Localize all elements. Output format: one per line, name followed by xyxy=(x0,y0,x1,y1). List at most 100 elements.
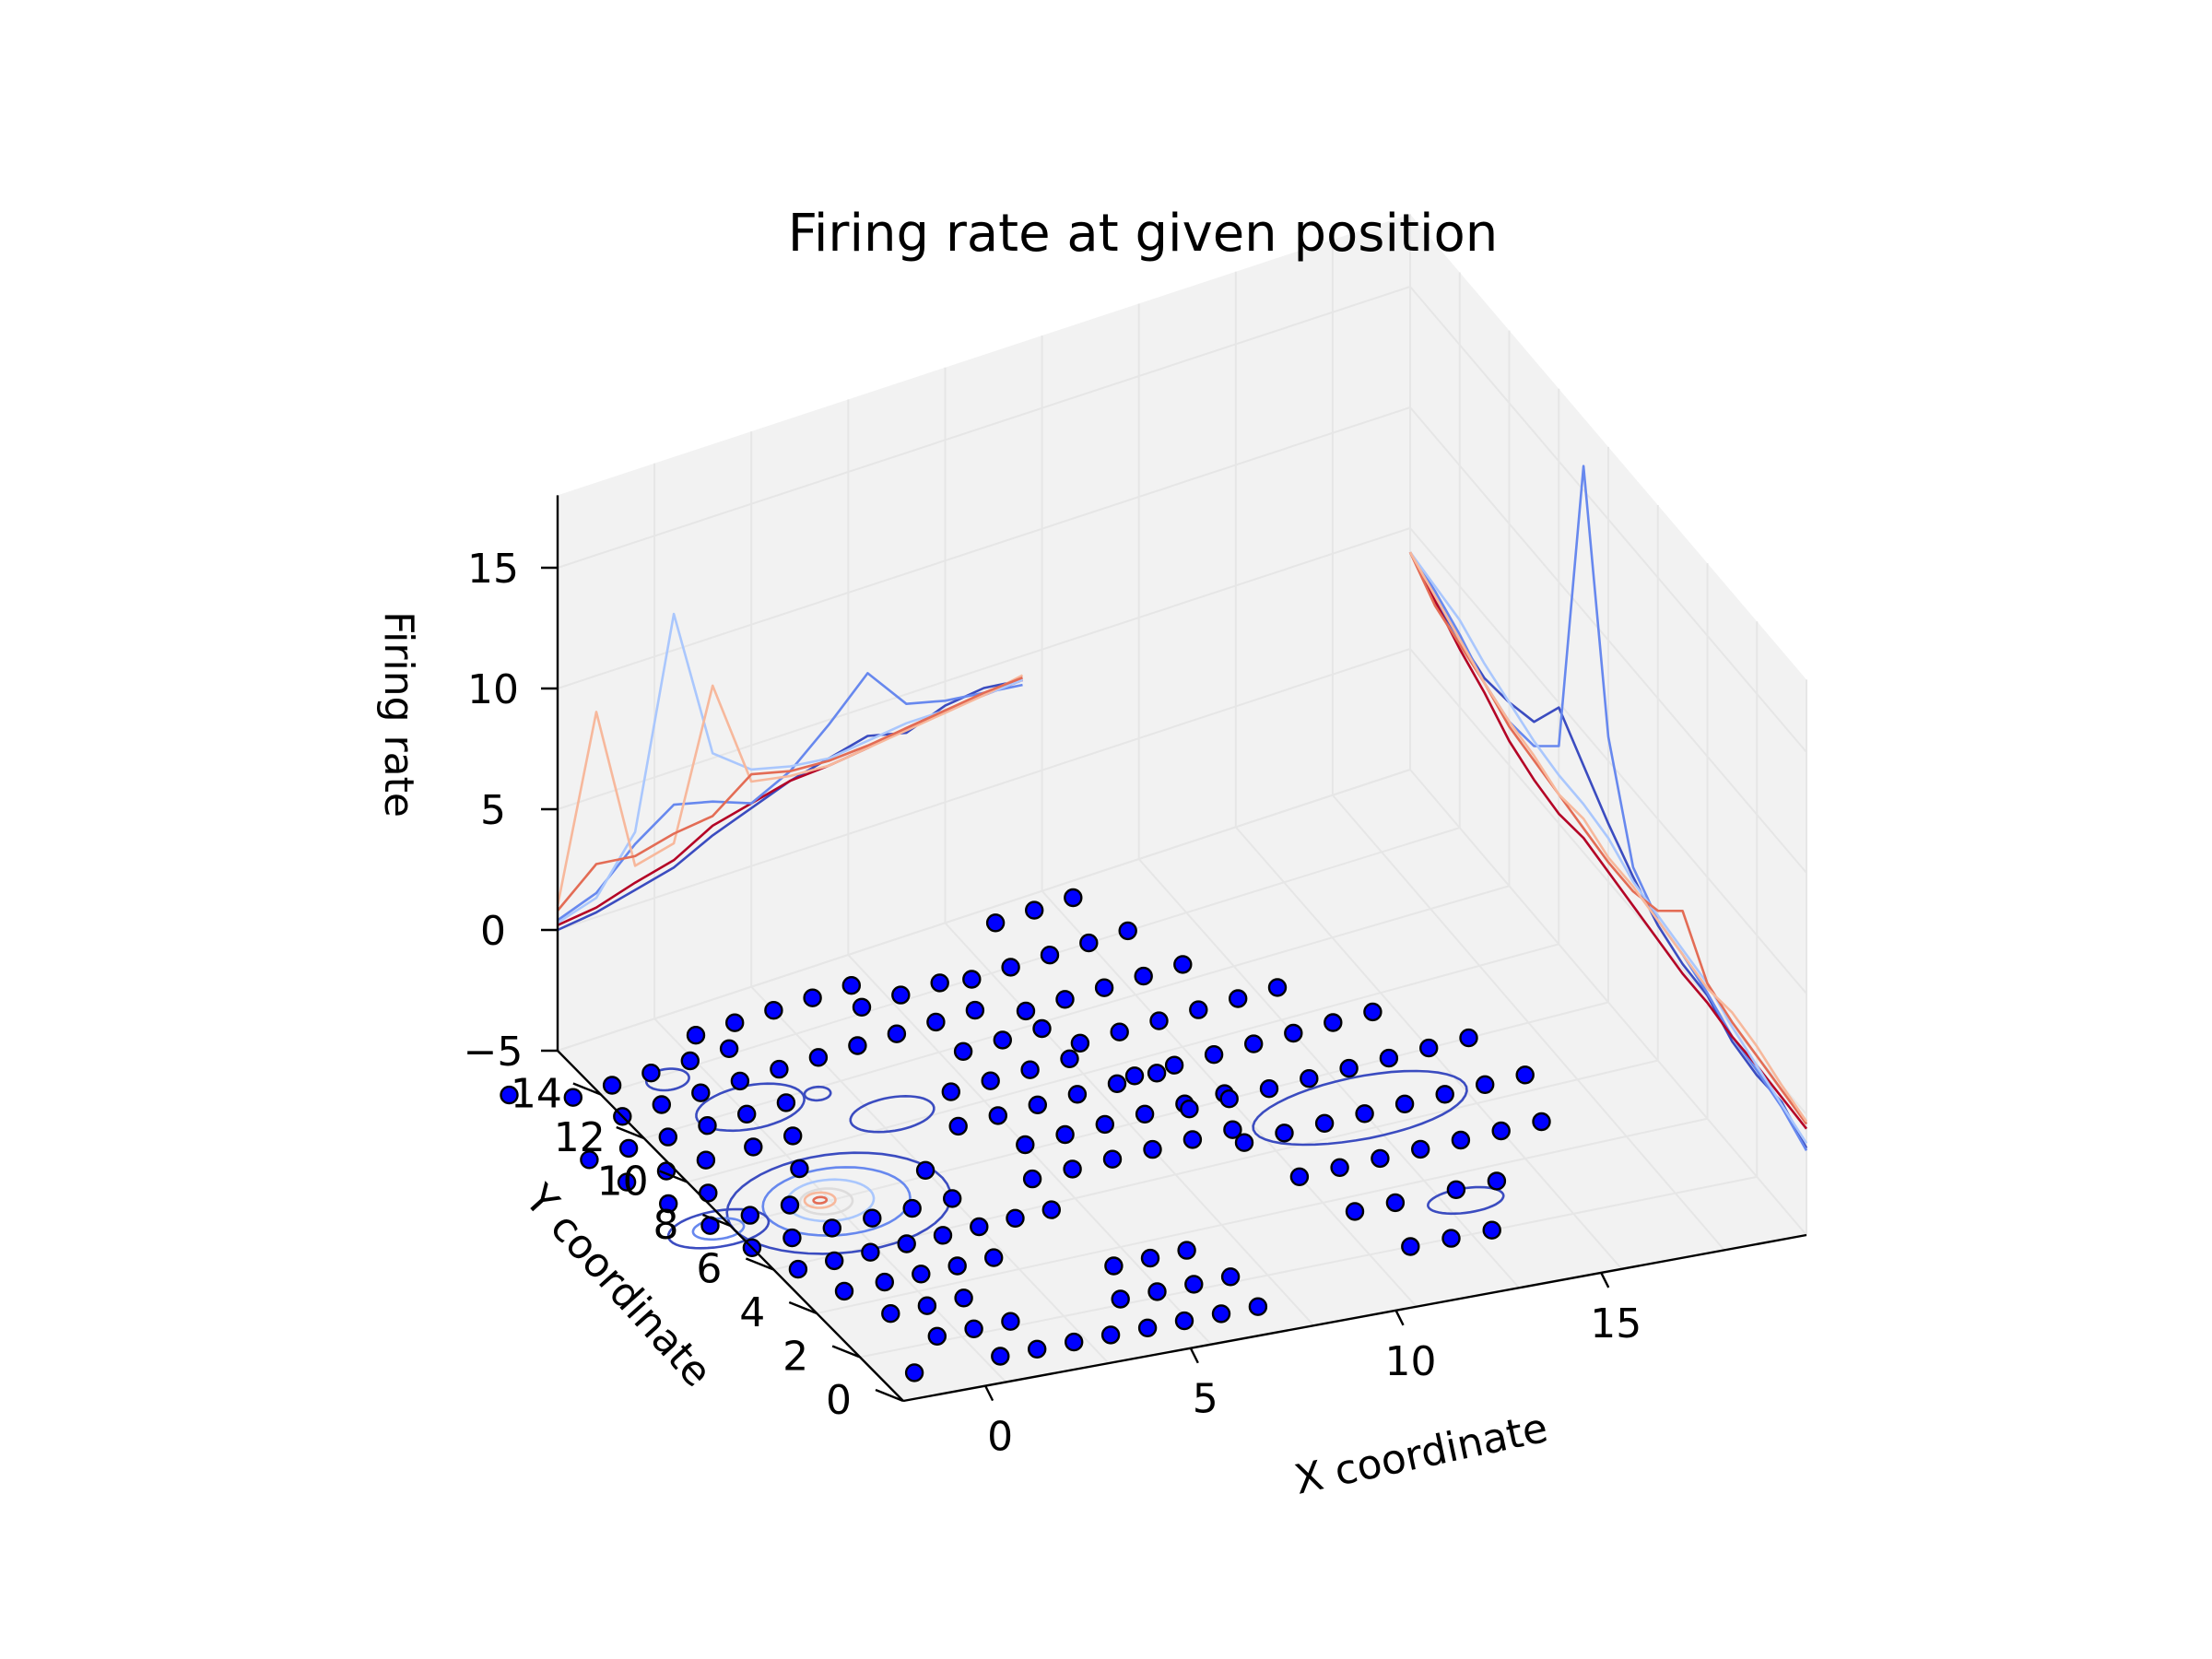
scatter-point xyxy=(1140,1248,1160,1268)
scatter-point xyxy=(1107,1074,1127,1094)
scatter-point xyxy=(808,1048,829,1067)
scatter-point xyxy=(1363,1002,1382,1022)
scatter-point xyxy=(770,1059,789,1079)
scatter-point xyxy=(1137,1318,1158,1338)
scatter-point xyxy=(1289,1167,1310,1187)
scatter-point xyxy=(841,975,861,995)
scatter-point xyxy=(1032,1018,1052,1039)
scatter-point xyxy=(1149,1011,1169,1030)
scatter-point xyxy=(988,1106,1008,1125)
scatter-point xyxy=(1204,1044,1224,1065)
scatter-point xyxy=(1095,1114,1115,1135)
contour-line xyxy=(644,1067,690,1092)
z-tick-label: 0 xyxy=(480,908,506,955)
scatter-point xyxy=(500,1085,519,1105)
y-profile-line xyxy=(1408,551,1808,1145)
scatter-point xyxy=(825,1251,844,1271)
side-grid-line xyxy=(1409,648,1807,1115)
scatter-point xyxy=(1243,1034,1264,1053)
z-tick-label: 10 xyxy=(467,666,519,713)
scatter-point xyxy=(1475,1075,1495,1095)
scatter-point xyxy=(1135,1104,1155,1124)
z-tick-label: 15 xyxy=(467,546,519,593)
scatter-point xyxy=(1446,1180,1466,1200)
y-tick-label: 12 xyxy=(554,1114,606,1161)
contour-line xyxy=(803,1085,832,1102)
scatter-point xyxy=(730,1071,750,1091)
scatter-point xyxy=(617,1172,637,1192)
scatter-point xyxy=(1124,1066,1145,1086)
scatter-point xyxy=(1134,966,1153,986)
scatter-point xyxy=(1020,1060,1040,1079)
scatter-point xyxy=(822,1218,841,1238)
scatter-point xyxy=(962,970,982,989)
x-axis-line xyxy=(902,1233,1807,1403)
x-profile-line xyxy=(557,676,1023,912)
contour-line xyxy=(803,1191,837,1209)
floor-grid-line xyxy=(773,1059,1658,1271)
scatter-point xyxy=(1100,1325,1121,1345)
x-tick xyxy=(1600,1272,1610,1288)
scatter-point xyxy=(641,1063,661,1083)
scatter-point xyxy=(1491,1121,1511,1141)
y-tick-label: 8 xyxy=(653,1202,679,1249)
scatter-point xyxy=(852,997,872,1018)
scatter-point xyxy=(1110,1022,1129,1041)
scatter-point xyxy=(618,1138,639,1159)
scatter-point xyxy=(1064,888,1083,908)
scatter-point xyxy=(964,1319,983,1339)
scatter-point xyxy=(1401,1237,1420,1256)
y-tick xyxy=(616,1125,645,1140)
x-tick xyxy=(1394,1310,1405,1326)
y-tick xyxy=(831,1345,861,1359)
y-tick-label: 4 xyxy=(739,1289,765,1336)
scatter-point xyxy=(1339,1058,1359,1078)
x-tick-label: 15 xyxy=(1590,1300,1641,1347)
scatter-point xyxy=(744,1137,763,1157)
scatter-point xyxy=(1300,1068,1319,1088)
scatter-point xyxy=(1016,1135,1035,1155)
scatter-point xyxy=(1184,1275,1204,1294)
scatter-point xyxy=(1173,955,1193,974)
scatter-point xyxy=(776,1093,796,1112)
scatter-point xyxy=(881,1303,900,1324)
scatter-point xyxy=(897,1234,916,1253)
x-tick-label: 5 xyxy=(1193,1376,1218,1423)
scatter-point xyxy=(942,1189,962,1208)
scatter-point xyxy=(1028,1095,1048,1115)
scatter-point xyxy=(1001,958,1020,977)
scatter-point xyxy=(1055,990,1075,1009)
scatter-point xyxy=(1275,1124,1294,1143)
x-axis-label: X coordinate xyxy=(1290,1405,1551,1504)
z-tick-label: −5 xyxy=(464,1029,524,1076)
scatter-point xyxy=(1111,1289,1130,1309)
scatter-point xyxy=(1515,1065,1535,1085)
scatter-point xyxy=(1532,1112,1551,1132)
scatter-point xyxy=(887,1024,907,1043)
y-tick xyxy=(875,1388,904,1403)
scatter-point xyxy=(1459,1028,1478,1048)
contour-line xyxy=(798,1187,854,1216)
scatter-point xyxy=(941,1082,961,1101)
scatter-point xyxy=(981,1071,1000,1090)
scatter-point xyxy=(917,1296,937,1315)
scatter-point xyxy=(991,1347,1010,1366)
scatter-point xyxy=(788,1259,808,1279)
scatter-point xyxy=(1180,1099,1199,1119)
back-grid-line xyxy=(557,769,1411,1052)
scatter-point xyxy=(1379,1048,1399,1068)
contour-line xyxy=(1252,1069,1468,1147)
scatter-point xyxy=(1063,1159,1082,1179)
scatter-point xyxy=(580,1150,599,1170)
contour-line xyxy=(666,1207,771,1250)
y-tick xyxy=(572,1082,602,1096)
z-axis-label: Firing rate xyxy=(375,611,422,818)
y-tick-label: 0 xyxy=(826,1377,852,1424)
scatter-point xyxy=(863,1208,882,1228)
scatter-point xyxy=(1418,1038,1439,1058)
y-tick xyxy=(788,1300,818,1315)
scatter-point xyxy=(1070,1033,1090,1053)
scatter-point xyxy=(1147,1282,1167,1301)
